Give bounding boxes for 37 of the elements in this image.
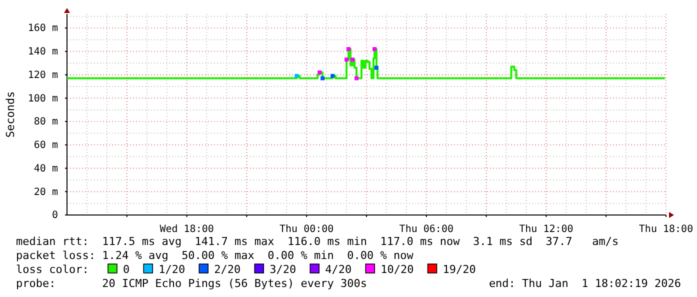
legend-label: 10/20 [380, 263, 414, 276]
legend-label: 3/20 [270, 263, 296, 276]
legend-label: 1/20 [158, 263, 186, 276]
point [346, 47, 351, 52]
y-tick-label: 20 m [34, 186, 58, 198]
point [330, 74, 335, 78]
y-tick-label: 120 m [28, 70, 58, 81]
point [320, 76, 325, 80]
x-tick-label: Thu 00:00 [280, 224, 334, 235]
y-axis-title: Seconds [4, 91, 17, 138]
y-tick-label: 0 [52, 210, 58, 222]
point [374, 66, 378, 70]
point [354, 76, 359, 80]
text: median rtt: 117.5 ms avg 141.7 ms max 116.0 ms min 117.0 ms now 3.1 ms sd 37.7 am/s [16, 235, 619, 248]
y-tick-label: 160 m [28, 23, 58, 34]
x-tick-label: Thu 18:00 [638, 224, 694, 235]
y-tick-label: 100 m [28, 93, 58, 104]
legend-label: 4/20 [325, 263, 352, 276]
point [350, 58, 355, 62]
y-tick-label: 80 m [34, 116, 58, 128]
legend-label: 0 [123, 263, 130, 276]
legend-label: 2/20 [214, 263, 241, 276]
point [372, 47, 376, 52]
y-tick-label: 60 m [34, 140, 58, 152]
x-tick-label: Thu 06:00 [399, 224, 454, 235]
x-tick-label: Wed 18:00 [160, 224, 214, 235]
x-tick-label: Thu 12:00 [519, 224, 574, 235]
text: end: Thu Jan 1 18:02:19 2026 [488, 277, 681, 290]
point [294, 74, 299, 78]
y-tick-label: 140 m [28, 46, 58, 58]
y-tick-label: 40 m [34, 163, 58, 174]
point [318, 70, 322, 74]
text: packet loss: 1.24 % avg 50.00 % max 0.00 % min 0.00 % now [16, 249, 414, 262]
text: probe: 20 ICMP Echo Pings (56 Bytes) every 300s [16, 277, 367, 290]
legend-label: 19/20 [442, 263, 476, 276]
point [344, 58, 349, 62]
legend-title: loss color: [16, 263, 89, 276]
